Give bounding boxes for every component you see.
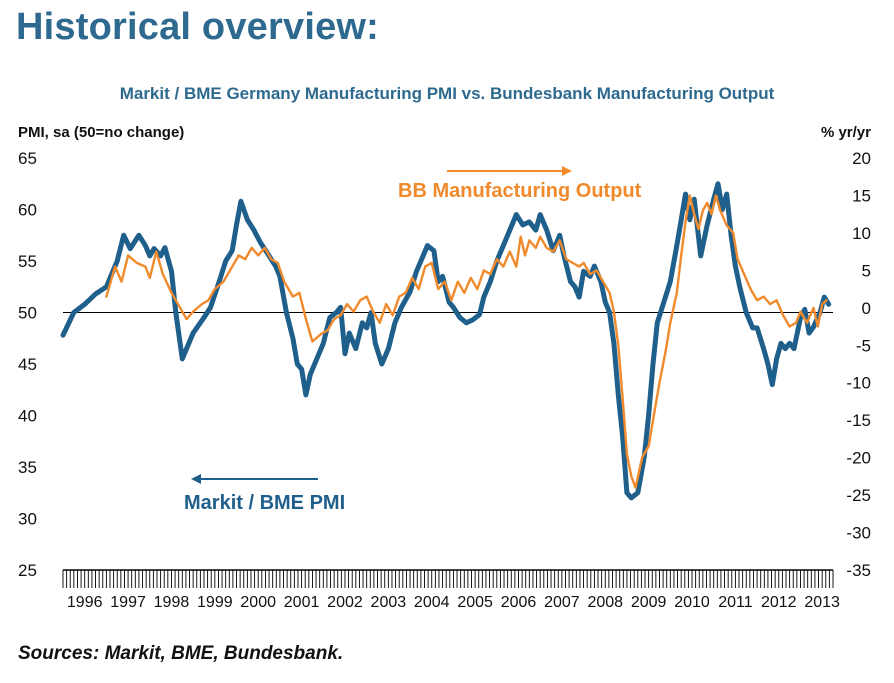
y-tick-left: 55: [18, 252, 37, 271]
y-axis-right-ticks: 20 15 10 5 0 -5 -10 -15 -20 -25 -30 -35: [846, 149, 871, 580]
pmi-arrow-head: [191, 474, 201, 484]
series-line-output: [105, 194, 828, 489]
y-tick-right: -5: [856, 336, 871, 355]
x-tick-label: 1996: [67, 594, 103, 611]
y-tick-left: 45: [18, 355, 37, 374]
x-tick-label: 2009: [631, 594, 667, 611]
x-tick-label: 2002: [327, 594, 363, 611]
y-tick-left: 65: [18, 149, 37, 168]
x-tick-label: 2008: [587, 594, 623, 611]
x-tick-label: 2003: [371, 594, 407, 611]
y-tick-right: -35: [846, 561, 871, 580]
y-tick-left: 35: [18, 458, 37, 477]
y-tick-right: 20: [852, 149, 871, 168]
output-arrow-head: [562, 166, 572, 176]
y-tick-right: 15: [852, 186, 871, 205]
y-tick-left: 40: [18, 407, 37, 426]
y-tick-right: 0: [862, 299, 871, 318]
y-tick-right: -30: [846, 524, 871, 543]
chart-title: Markit / BME Germany Manufacturing PMI v…: [119, 84, 775, 103]
x-tick-label: 2006: [501, 594, 537, 611]
x-tick-label: 2000: [240, 594, 276, 611]
x-tick-label: 2007: [544, 594, 580, 611]
x-tick-label: 2005: [457, 594, 493, 611]
pmi-series-label: Markit / BME PMI: [184, 492, 345, 514]
x-tick-label: 1998: [154, 594, 190, 611]
x-tick-label: 2013: [804, 594, 840, 611]
y-axis-left-label: PMI, sa (50=no change): [18, 124, 184, 141]
y-tick-right: -20: [846, 449, 871, 468]
x-tick-label: 2004: [414, 594, 450, 611]
y-tick-left: 25: [18, 561, 37, 580]
y-tick-left: 60: [18, 201, 37, 220]
x-tick-label: 2010: [674, 594, 710, 611]
annotations: BB Manufacturing Output Markit / BME PMI: [184, 166, 642, 514]
y-axis-left-ticks: 65 60 55 50 45 40 35 30 25: [18, 149, 37, 580]
y-tick-right: -10: [846, 374, 871, 393]
y-tick-right: -25: [846, 486, 871, 505]
x-axis: 1996 1997 1998 1999 2000 2001 2002 2003 2004 2005…: [62, 569, 840, 611]
y-tick-right: 10: [852, 224, 871, 243]
y-tick-left: 50: [18, 304, 37, 323]
x-tick-label: 2012: [761, 594, 797, 611]
page-title: Historical overview:: [16, 6, 380, 48]
x-tick-label: 2001: [284, 594, 320, 611]
y-tick-right: -15: [846, 411, 871, 430]
x-tick-label: 2011: [718, 594, 753, 611]
output-series-label: BB Manufacturing Output: [398, 180, 642, 202]
y-tick-right: 5: [862, 261, 871, 280]
x-tick-label: 1997: [110, 594, 146, 611]
y-tick-left: 30: [18, 510, 37, 529]
series-line-pmi: [60, 181, 832, 501]
source-note: Sources: Markit, BME, Bundesbank.: [18, 643, 344, 664]
y-axis-right-label: % yr/yr: [821, 124, 871, 141]
series-layer: [60, 181, 832, 501]
x-tick-label: 1999: [197, 594, 233, 611]
